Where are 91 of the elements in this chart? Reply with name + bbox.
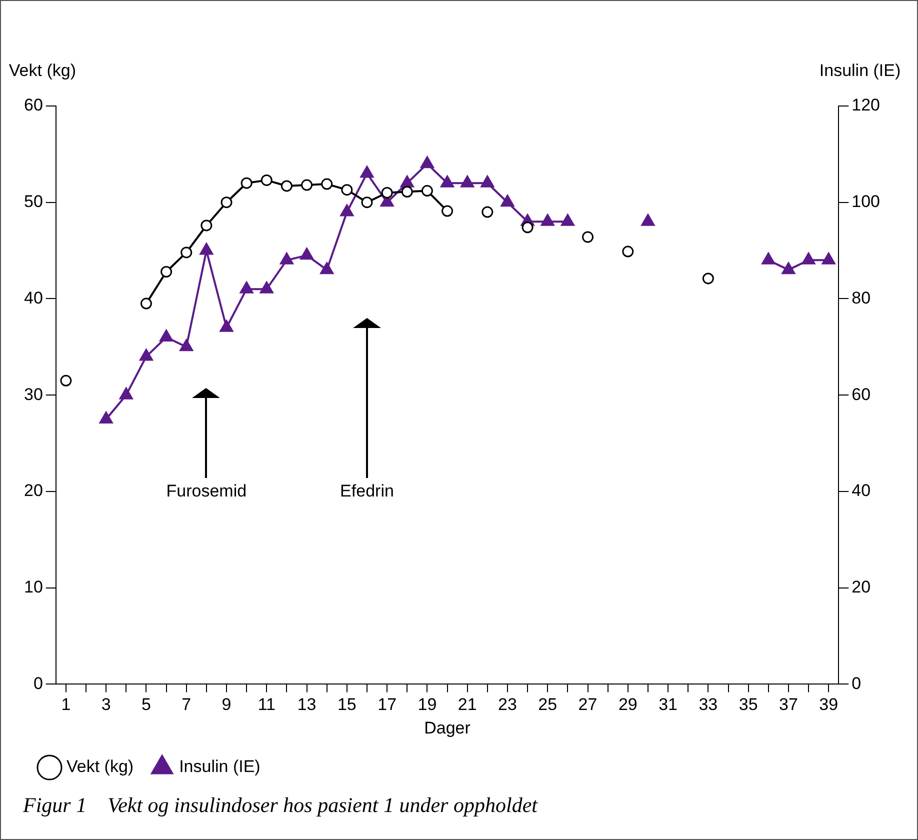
point bbox=[301, 179, 313, 191]
point bbox=[560, 214, 575, 226]
point bbox=[341, 184, 353, 196]
point bbox=[260, 174, 272, 186]
point bbox=[220, 196, 232, 208]
y2-tick-label: 20 bbox=[852, 578, 871, 597]
x-tick-label: 29 bbox=[618, 695, 638, 714]
y2-tick-label: 120 bbox=[852, 96, 880, 115]
point bbox=[582, 231, 594, 243]
x-tick-label: 33 bbox=[698, 695, 718, 714]
point bbox=[421, 185, 433, 197]
x-tick-label: 37 bbox=[779, 695, 798, 714]
point bbox=[340, 204, 354, 216]
point bbox=[401, 186, 413, 198]
x-tick-label: 1 bbox=[61, 695, 71, 714]
x-tick-label: 3 bbox=[101, 695, 111, 714]
x-tick-label: 7 bbox=[182, 695, 192, 714]
point bbox=[482, 206, 494, 218]
x-tick-label: 23 bbox=[498, 695, 517, 714]
point bbox=[381, 186, 393, 198]
point bbox=[321, 178, 333, 190]
y-tick-label: 10 bbox=[24, 578, 43, 597]
x-tick-label: 5 bbox=[141, 695, 151, 714]
point bbox=[139, 348, 154, 361]
legend-label: Insulin (IE) bbox=[179, 757, 260, 776]
y-tick-label: 50 bbox=[24, 192, 43, 212]
x-axis-title: Dager bbox=[424, 718, 471, 738]
point bbox=[540, 214, 554, 226]
point bbox=[180, 246, 192, 258]
point bbox=[300, 248, 314, 260]
y2-tick-label: 60 bbox=[852, 384, 871, 404]
y-tick-label: 40 bbox=[24, 288, 43, 308]
point bbox=[522, 222, 534, 234]
point bbox=[220, 320, 234, 332]
y2-tick-label: 0 bbox=[852, 674, 862, 693]
x-tick-label: 31 bbox=[658, 695, 678, 714]
point bbox=[280, 252, 294, 264]
x-tick-label: 35 bbox=[738, 695, 758, 714]
point bbox=[802, 252, 816, 264]
point bbox=[702, 272, 714, 284]
point bbox=[140, 298, 152, 310]
point bbox=[361, 196, 373, 208]
point bbox=[200, 242, 214, 255]
x-tick-label: 9 bbox=[222, 695, 232, 714]
y2-axis-title: Insulin (IE) bbox=[819, 61, 901, 80]
x-tick-label: 13 bbox=[297, 695, 316, 714]
point bbox=[440, 175, 454, 188]
y-tick-label: 30 bbox=[24, 384, 43, 404]
x-tick-label: 17 bbox=[378, 695, 397, 714]
point bbox=[762, 252, 776, 264]
point bbox=[280, 180, 292, 192]
point bbox=[320, 262, 334, 274]
point bbox=[240, 177, 252, 189]
point bbox=[99, 411, 113, 424]
x-tick-label: 21 bbox=[458, 695, 477, 714]
y-tick-label: 20 bbox=[24, 481, 43, 500]
y2-tick-label: 40 bbox=[852, 481, 871, 500]
point bbox=[480, 175, 494, 188]
x-tick-label: 19 bbox=[418, 695, 437, 714]
point bbox=[641, 214, 655, 226]
y-axis-title: Vekt (kg) bbox=[8, 61, 76, 80]
y2-tick-label: 100 bbox=[852, 192, 880, 212]
text: Figur 1 Vekt og insulindoser hos pasient 1 under oppholdet bbox=[23, 793, 538, 818]
ref-line-label: Efedrin bbox=[340, 482, 394, 501]
x-tick-label: 25 bbox=[538, 695, 558, 714]
x-tick-label: 39 bbox=[819, 695, 838, 714]
ref-line-label: Furosemid bbox=[166, 482, 247, 501]
point bbox=[400, 175, 414, 188]
point bbox=[240, 281, 254, 294]
point bbox=[60, 374, 72, 386]
point bbox=[782, 262, 796, 274]
point bbox=[119, 387, 133, 400]
point bbox=[360, 166, 374, 178]
point bbox=[500, 194, 514, 207]
point bbox=[159, 330, 174, 342]
point bbox=[260, 281, 274, 294]
point bbox=[160, 266, 172, 278]
x-tick-label: 27 bbox=[578, 695, 598, 714]
point bbox=[442, 205, 454, 217]
point bbox=[460, 175, 474, 188]
y-tick-label: 0 bbox=[33, 674, 43, 693]
x-tick-label: 15 bbox=[337, 695, 356, 714]
point bbox=[822, 252, 836, 264]
point bbox=[420, 156, 434, 168]
point bbox=[622, 246, 634, 258]
x-tick-label: 11 bbox=[258, 695, 276, 714]
point bbox=[180, 339, 194, 352]
y-tick-label: 60 bbox=[24, 96, 43, 115]
legend-label: Vekt (kg) bbox=[66, 757, 134, 776]
y2-tick-label: 80 bbox=[852, 288, 871, 308]
point bbox=[200, 220, 212, 232]
